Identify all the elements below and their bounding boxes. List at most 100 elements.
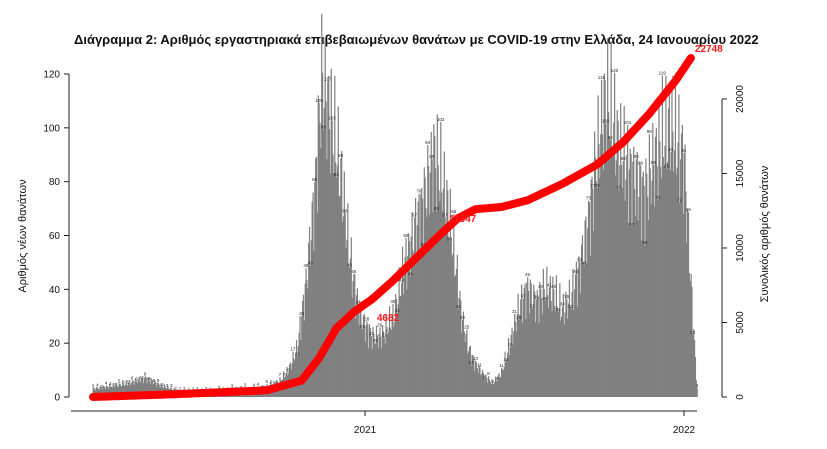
bar xyxy=(121,385,123,397)
bar xyxy=(357,304,359,397)
bar xyxy=(584,220,586,397)
bar xyxy=(594,157,597,397)
bar xyxy=(622,160,624,397)
bar xyxy=(103,386,106,397)
bar xyxy=(434,135,436,398)
bar-value-label: 68 xyxy=(451,209,457,214)
bar-value-label: 119 xyxy=(659,71,667,76)
bar xyxy=(458,298,460,397)
bar xyxy=(93,387,95,397)
bar xyxy=(149,380,151,397)
bar xyxy=(134,381,136,397)
bar xyxy=(506,358,508,397)
bar xyxy=(500,377,502,397)
bar xyxy=(617,120,619,397)
bar xyxy=(440,121,442,397)
bar xyxy=(393,326,395,397)
bar-value-label: 3 xyxy=(170,383,173,388)
bar xyxy=(372,326,374,397)
bar xyxy=(317,95,319,397)
bar-value-label: 5 xyxy=(270,379,273,384)
bar xyxy=(501,367,503,397)
bar xyxy=(516,314,518,397)
bar-value-label: 29 xyxy=(516,315,522,320)
bar xyxy=(638,196,640,397)
bar xyxy=(551,311,553,397)
bar xyxy=(534,291,536,397)
bar xyxy=(324,37,326,398)
bar xyxy=(468,346,471,397)
bar xyxy=(667,162,669,397)
bar xyxy=(152,384,154,397)
bar xyxy=(153,383,155,397)
bar xyxy=(489,382,491,397)
bar xyxy=(518,319,520,397)
bar xyxy=(457,309,459,397)
bar-value-label: 86 xyxy=(638,161,644,166)
bar xyxy=(344,213,346,397)
bar-labels-group: 3 4 34 4 45 5 56 6 686 5 54 3 32 2 2 2 2 2 2 2 2 23 2 232 3 324 43… xyxy=(92,68,699,393)
bar-value-label: 4 xyxy=(109,381,112,386)
bar-value-label: 5 xyxy=(118,378,121,383)
bar-value-label: 8 xyxy=(487,371,490,376)
right-tick-label: 0 xyxy=(735,394,746,400)
bar xyxy=(388,331,390,397)
bar-value-label: 12 xyxy=(469,360,475,365)
bar xyxy=(379,327,381,397)
bar xyxy=(541,314,544,397)
bar xyxy=(363,313,365,397)
bar xyxy=(693,339,696,397)
bar xyxy=(419,260,421,397)
bar xyxy=(102,387,104,397)
bar-value-label: 91 xyxy=(681,148,687,153)
bar xyxy=(690,273,692,397)
bar xyxy=(377,347,379,397)
bar xyxy=(412,250,414,397)
bar xyxy=(123,385,126,397)
bar xyxy=(618,190,620,397)
bar xyxy=(681,124,684,397)
bar xyxy=(680,159,682,397)
bar xyxy=(133,384,135,397)
bar xyxy=(668,93,670,397)
bar-value-label: 40 xyxy=(551,284,557,289)
bar-value-label: 80 xyxy=(312,177,318,182)
bar xyxy=(132,380,134,397)
bar xyxy=(554,306,556,397)
bar-value-label: 49 xyxy=(308,261,314,266)
bar-value-label: 86 xyxy=(651,160,657,165)
bar xyxy=(680,133,683,398)
bar xyxy=(360,301,362,397)
bar xyxy=(588,202,591,397)
bar xyxy=(499,377,501,397)
bar-value-label: 99 xyxy=(321,125,327,130)
bar xyxy=(407,256,409,397)
bar-value-label: 95 xyxy=(608,135,614,140)
bar-value-label: 78 xyxy=(595,183,601,188)
bar xyxy=(504,351,506,397)
bar-value-label: 102 xyxy=(437,117,445,122)
bar xyxy=(437,165,439,397)
bar xyxy=(640,240,643,397)
bar-value-label: 6 xyxy=(496,376,499,381)
bar xyxy=(648,134,650,398)
bar xyxy=(548,287,551,397)
bar xyxy=(302,300,304,397)
bar xyxy=(544,300,546,397)
bar xyxy=(109,386,112,397)
bar-value-label: 45 xyxy=(408,272,414,277)
bar-value-label: 73 xyxy=(655,195,661,200)
bar xyxy=(664,145,666,397)
bar xyxy=(694,356,697,397)
bar xyxy=(149,383,152,397)
bar xyxy=(428,165,430,397)
bar xyxy=(420,194,422,397)
bar xyxy=(330,68,332,398)
bar xyxy=(586,263,588,397)
bar xyxy=(451,256,453,397)
right-tick-label: 5000 xyxy=(735,311,746,334)
bar-value-label: 67 xyxy=(442,212,448,217)
bar xyxy=(645,158,647,397)
bar-value-label: 103 xyxy=(328,116,336,121)
